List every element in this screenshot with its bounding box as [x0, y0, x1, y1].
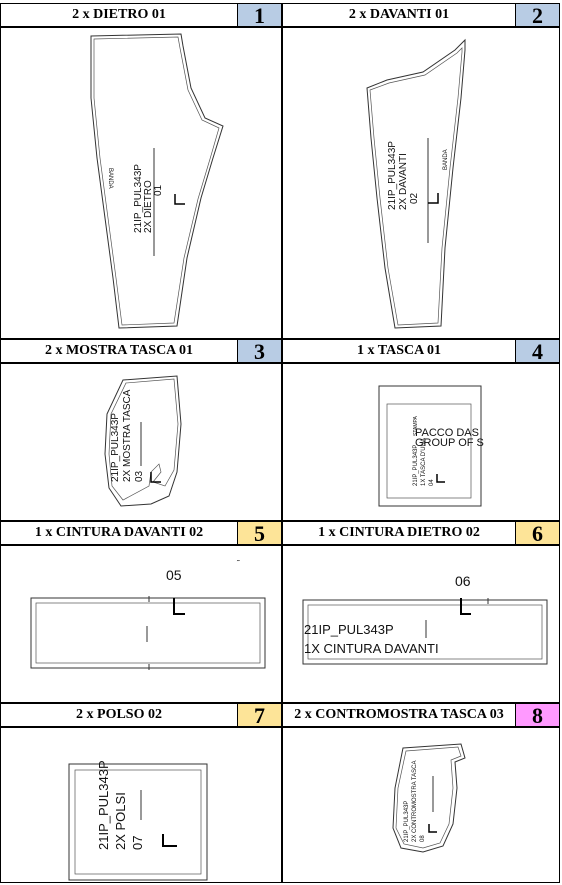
- piece-code: 21IP_PUL343P: [304, 622, 394, 637]
- piece-drawing-3: 21IP_PUL343P 2X MOSTRA TASCA 03: [0, 363, 282, 521]
- piece-num: 08: [420, 835, 426, 842]
- piece-header-4: 1 x TASCA 01 4: [282, 339, 560, 364]
- piece-name: 1X CINTURA DAVANTI: [304, 641, 439, 656]
- piece-code: 21IP_PUL343P: [404, 801, 410, 842]
- piece-num: 06: [455, 573, 471, 589]
- piece-title: 1 x CINTURA DAVANTI 02: [34, 525, 204, 540]
- piece-name: 2X DAVANTI: [398, 153, 409, 210]
- stamp-text: STAMPA: [413, 416, 419, 436]
- piece-number-badge: 2: [515, 4, 559, 28]
- piece-number-badge: 4: [515, 340, 559, 364]
- piece-code: 21IP_PUL343P: [413, 445, 419, 486]
- piece-header-6: 1 x CINTURA DIETRO 02 6: [282, 521, 560, 546]
- piece-num: 07: [130, 836, 145, 850]
- banda-label: BANDA: [107, 168, 113, 189]
- piece-num: 01: [153, 184, 164, 196]
- piece-code: 21IP_PUL343P: [110, 413, 121, 482]
- piece-name: 1X TASCA D'UNA: [421, 438, 427, 486]
- piece-code: 21IP_PUL343P: [387, 141, 398, 210]
- piece-header-5: 1 x CINTURA DAVANTI 02 5: [0, 521, 282, 546]
- piece-title: 2 x MOSTRA TASCA 01: [44, 343, 194, 358]
- piece-header-7: 2 x POLSO 02 7: [0, 703, 282, 728]
- piece-name: 2X DIETRO: [143, 180, 154, 233]
- piece-drawing-4: PACCO DAS GROUP OF S STAMPA 21IP_PUL343P…: [282, 363, 560, 521]
- piece-title: 1 x CINTURA DIETRO 02: [318, 525, 480, 540]
- stamp-text: PACCO DAS: [415, 427, 479, 439]
- piece-title: 2 x DIETRO 01: [72, 7, 166, 22]
- piece-title: 1 x TASCA 01: [357, 343, 441, 358]
- piece-name: 2X POLSI: [113, 792, 128, 850]
- banda-label: BANDA: [443, 149, 449, 170]
- stamp-text: GROUP OF S: [415, 437, 484, 449]
- piece-header-8: 2 x CONTROMOSTRA TASCA 03 8: [282, 703, 560, 728]
- piece-title: 2 x DAVANTI 01: [348, 7, 450, 22]
- piece-drawing-7: 21IP_PUL343P 2X POLSI 07: [0, 727, 282, 883]
- piece-number-badge: 5: [237, 522, 281, 546]
- piece-drawing-1: 21IP_PUL343P 2X DIETRO 01 BANDA: [0, 27, 282, 339]
- piece-num: 04: [429, 479, 435, 486]
- piece-code: 21IP_PUL343P: [96, 760, 111, 850]
- piece-name: 2X CONTROMOSTRA TASCA: [412, 761, 418, 842]
- piece-num: 03: [134, 470, 145, 482]
- piece-number-badge: 6: [515, 522, 559, 546]
- piece-drawing-2: 21IP_PUL343P 2X DAVANTI 02 BANDA: [282, 27, 560, 339]
- piece-header-1: 2 x DIETRO 01 1: [0, 3, 282, 28]
- piece-drawing-5: 05 ˜: [0, 545, 282, 703]
- piece-number-badge: 7: [237, 704, 281, 728]
- piece-name: 2X MOSTRA TASCA: [122, 389, 133, 482]
- piece-title: 2 x POLSO 02: [76, 707, 162, 722]
- piece-code: 21IP_PUL343P: [133, 164, 144, 233]
- piece-drawing-6: 06 21IP_PUL343P 1X CINTURA DAVANTI: [282, 545, 560, 703]
- piece-number-badge: 3: [237, 340, 281, 364]
- svg-text:˜: ˜: [236, 559, 240, 568]
- piece-header-3: 2 x MOSTRA TASCA 01 3: [0, 339, 282, 364]
- piece-drawing-8: 21IP_PUL343P 2X CONTROMOSTRA TASCA 08: [282, 727, 560, 883]
- piece-header-2: 2 x DAVANTI 01 2: [282, 3, 560, 28]
- piece-num: 05: [166, 567, 182, 583]
- piece-num: 02: [409, 192, 420, 204]
- piece-title: 2 x CONTROMOSTRA TASCA 03: [294, 707, 504, 722]
- piece-number-badge: 1: [237, 4, 281, 28]
- piece-number-badge: 8: [515, 704, 559, 728]
